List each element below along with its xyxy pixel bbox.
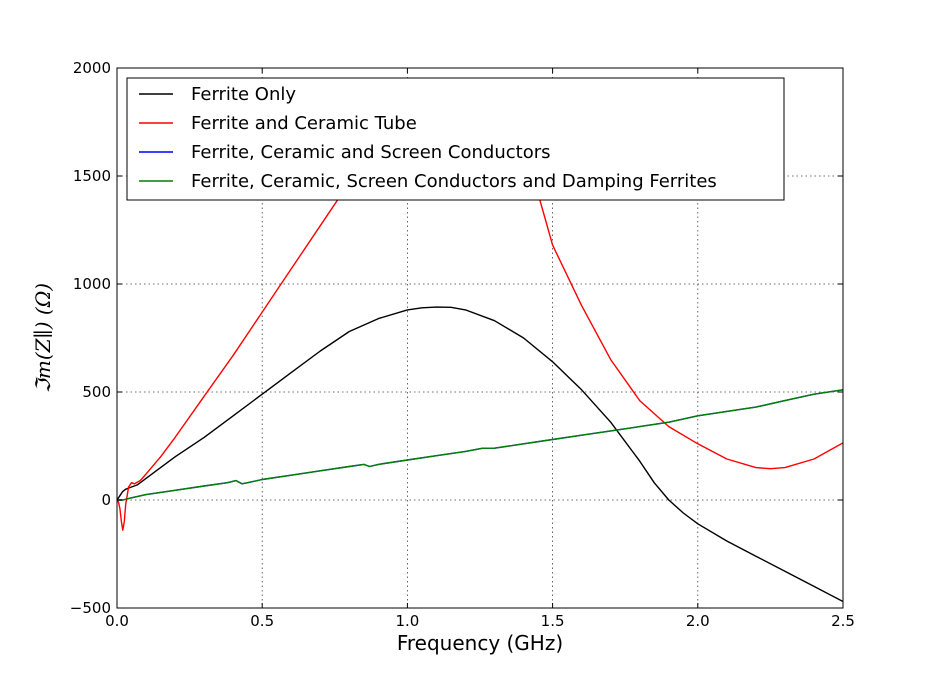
legend-label-2: Ferrite and Ceramic Tube bbox=[191, 113, 417, 134]
y-tick-label: 500 bbox=[82, 383, 111, 401]
x-tick-label: 1.0 bbox=[395, 612, 419, 630]
x-tick-label: 0.0 bbox=[105, 612, 129, 630]
y-tick-label: 1500 bbox=[73, 167, 111, 185]
x-tick-label: 1.5 bbox=[541, 612, 565, 630]
y-axis-label: ℑm(Z∥) (Ω) bbox=[31, 283, 55, 393]
series-line-1 bbox=[117, 306, 843, 603]
series-line-2 bbox=[117, 160, 843, 531]
x-tick-label: 0.5 bbox=[250, 612, 274, 630]
y-tick-label: 0 bbox=[101, 491, 111, 509]
legend-label-3: Ferrite, Ceramic and Screen Conductors bbox=[191, 142, 551, 163]
y-tick-labels: −500 0 500 1000 1500 2000 bbox=[70, 59, 111, 617]
x-tick-label: 2.0 bbox=[686, 612, 710, 630]
series-group bbox=[117, 160, 843, 603]
legend-label-4: Ferrite, Ceramic, Screen Conductors and … bbox=[191, 171, 717, 192]
y-tick-label: 1000 bbox=[73, 275, 111, 293]
plot-area-frame bbox=[116, 67, 844, 609]
y-tick-label: 2000 bbox=[73, 59, 111, 77]
legend-box bbox=[126, 77, 785, 201]
legend: Ferrite Only Ferrite and Ceramic Tube Ferr… bbox=[126, 77, 785, 201]
y-tick-label: −500 bbox=[70, 599, 111, 617]
x-axis-label: Frequency (GHz) bbox=[397, 631, 563, 655]
legend-label-1: Ferrite Only bbox=[191, 84, 296, 105]
series-line-4 bbox=[117, 389, 843, 501]
x-tick-label: 2.5 bbox=[831, 612, 855, 630]
x-tick-labels: 0.0 0.5 1.0 1.5 2.0 2.5 bbox=[105, 612, 855, 630]
axis-ticks bbox=[116, 67, 844, 609]
